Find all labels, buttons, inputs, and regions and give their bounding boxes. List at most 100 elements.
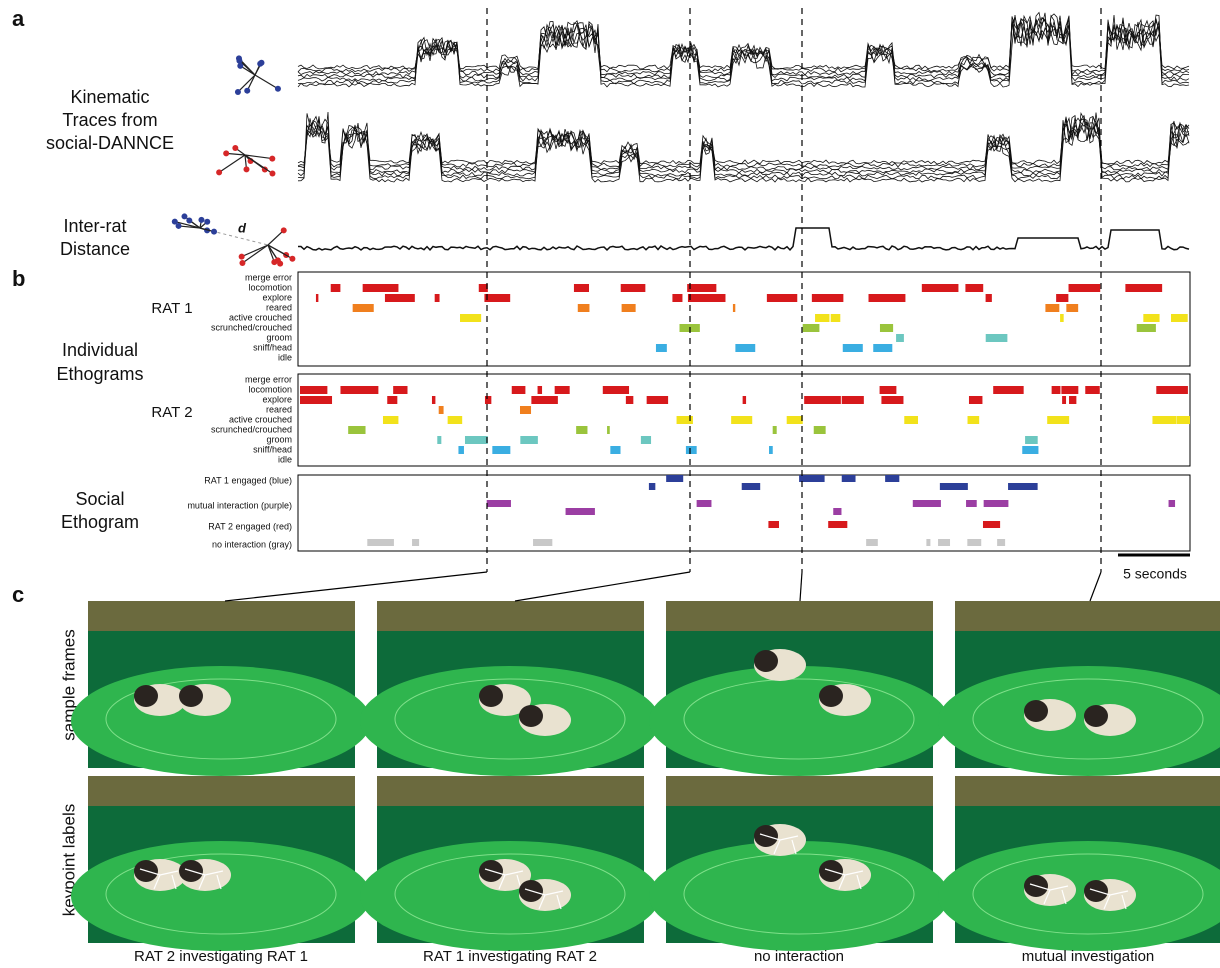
skeleton-edge xyxy=(255,75,278,89)
skeleton-node xyxy=(269,156,275,162)
ethogram-segment xyxy=(300,386,327,394)
ethogram-segment xyxy=(969,396,982,404)
ethogram-segment xyxy=(340,386,378,394)
skeleton-node xyxy=(181,213,187,219)
behavior-label: locomotion xyxy=(248,384,292,394)
section-label: Individual xyxy=(62,340,138,360)
section-label: Distance xyxy=(60,239,130,259)
caption: RAT 2 investigating RAT 1 xyxy=(134,948,308,965)
skeleton-node xyxy=(223,150,229,156)
ethogram-segment xyxy=(555,386,570,394)
ethogram-segment xyxy=(1060,314,1064,322)
section-label: Social xyxy=(75,489,124,509)
ethogram-segment xyxy=(743,396,746,404)
behavior-label: idle xyxy=(278,454,292,464)
social-segment xyxy=(885,475,899,482)
skeleton-edge xyxy=(268,245,292,259)
ethogram-segment xyxy=(465,436,488,444)
behavior-label: merge error xyxy=(245,374,292,384)
social-label: RAT 2 engaged (red) xyxy=(208,521,292,531)
behavior-label: active crouched xyxy=(229,414,292,424)
ethogram-segment xyxy=(1152,416,1176,424)
ethogram-segment xyxy=(1061,386,1078,394)
social-segment xyxy=(866,539,878,546)
skeleton-node xyxy=(204,219,210,225)
social-label: RAT 1 engaged (blue) xyxy=(204,475,292,485)
skeleton-node xyxy=(211,229,217,235)
social-segment xyxy=(940,483,968,490)
ethogram-segment xyxy=(1066,304,1078,312)
ethogram-segment xyxy=(1052,386,1061,394)
behavior-label: sniff/head xyxy=(253,444,292,454)
ethogram-segment xyxy=(803,324,820,332)
section-label: Traces from xyxy=(62,110,157,130)
skeleton-node xyxy=(239,260,245,266)
rat-label: RAT 2 xyxy=(151,404,192,421)
ethogram-segment xyxy=(769,446,773,454)
connector xyxy=(1090,572,1101,601)
skeleton-node xyxy=(257,61,263,67)
section-label: social-DANNCE xyxy=(46,133,174,153)
ethogram-segment xyxy=(1062,396,1066,404)
connector xyxy=(225,572,487,601)
ethogram-segment xyxy=(986,334,1008,342)
social-segment xyxy=(666,475,683,482)
skeleton-node xyxy=(236,58,242,64)
connector xyxy=(800,572,802,601)
skeleton-node xyxy=(232,145,238,151)
social-segment xyxy=(913,500,941,507)
rat-hood xyxy=(1024,700,1048,722)
ethogram-segment xyxy=(383,416,398,424)
ethogram-segment xyxy=(385,294,415,302)
ethogram-segment xyxy=(363,284,399,292)
social-segment xyxy=(367,539,394,546)
ethogram-segment xyxy=(641,436,651,444)
ethogram-segment xyxy=(656,344,667,352)
ethogram-segment xyxy=(1069,396,1076,404)
skeleton-node xyxy=(275,86,281,92)
ethogram-segment xyxy=(831,314,841,322)
behavior-label: sniff/head xyxy=(253,342,292,352)
ethogram-segment xyxy=(512,386,526,394)
ethogram-segment xyxy=(922,284,959,292)
photo-wall xyxy=(377,776,644,806)
ethogram-segment xyxy=(393,386,407,394)
ethogram-segment xyxy=(880,386,897,394)
photo-wall xyxy=(955,601,1220,631)
section-label: Kinematic xyxy=(70,87,149,107)
ethogram-segment xyxy=(880,324,893,332)
ethogram-segment xyxy=(735,344,755,352)
social-segment xyxy=(768,521,779,528)
social-segment xyxy=(649,483,655,490)
rat-hood xyxy=(1084,705,1108,727)
ethogram-segment xyxy=(968,416,980,424)
ethogram-segment xyxy=(1045,304,1059,312)
photo-wall xyxy=(377,601,644,631)
skeleton-node xyxy=(281,227,287,233)
ethogram-segment xyxy=(812,294,844,302)
ethogram-segment xyxy=(437,436,441,444)
rat-hood xyxy=(479,685,503,707)
ethogram-segment xyxy=(687,284,716,292)
section-label: Ethogram xyxy=(61,512,139,532)
social-segment xyxy=(828,521,847,528)
ethogram-segment xyxy=(435,294,440,302)
behavior-label: active crouched xyxy=(229,312,292,322)
ethogram-segment xyxy=(1137,324,1156,332)
ethogram-segment xyxy=(686,446,697,454)
ethogram-segment xyxy=(804,396,841,404)
ethogram-segment xyxy=(1143,314,1159,322)
ethogram-segment xyxy=(1085,386,1099,394)
social-segment xyxy=(412,539,419,546)
panel-label: b xyxy=(12,266,25,291)
ethogram-segment xyxy=(773,426,777,434)
behavior-label: scrunched/crouched xyxy=(211,424,292,434)
behavior-label: reared xyxy=(266,302,292,312)
social-segment xyxy=(967,539,981,546)
skeleton-node xyxy=(176,223,182,229)
ethogram-segment xyxy=(1177,416,1190,424)
social-segment xyxy=(983,521,1000,528)
ethogram-segment xyxy=(993,386,1023,394)
ethogram-segment xyxy=(733,304,735,312)
photo-wall xyxy=(666,601,933,631)
